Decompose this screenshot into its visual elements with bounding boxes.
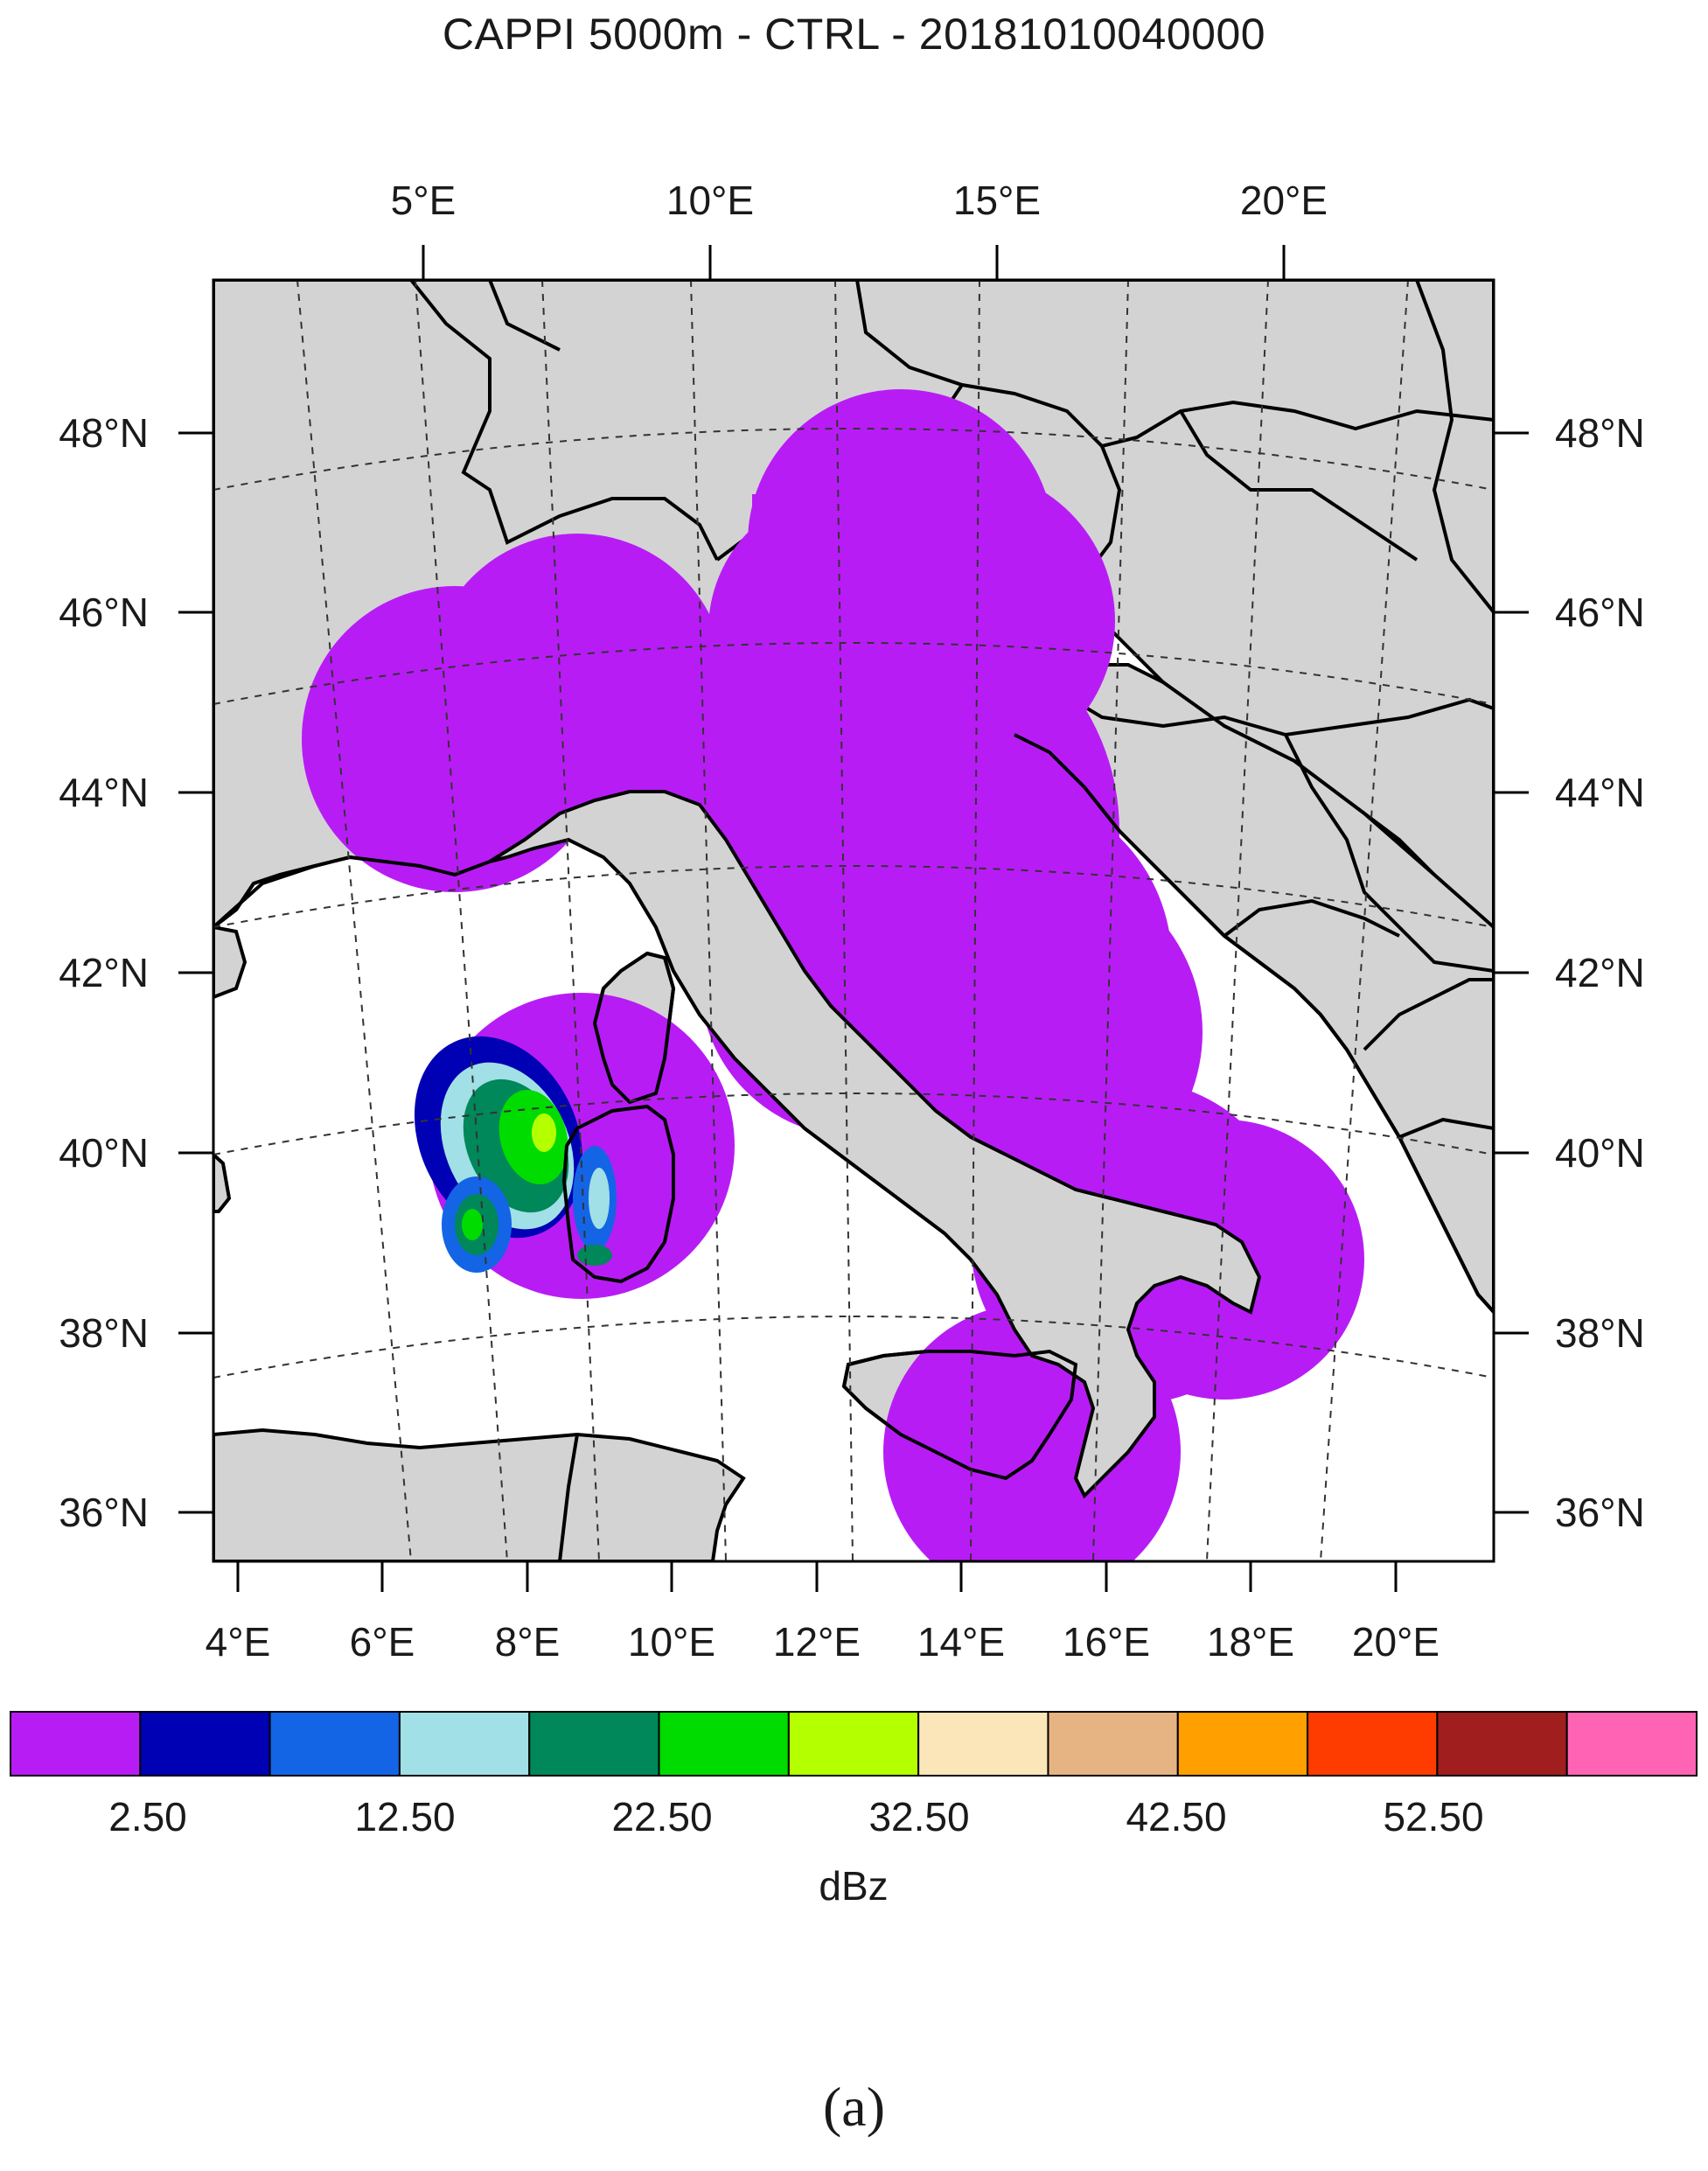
right-lat-label: 42°N xyxy=(1555,950,1645,995)
right-lat-label: 46°N xyxy=(1555,590,1645,635)
top-lon-label: 20°E xyxy=(1240,178,1328,223)
top-lon-label: 10°E xyxy=(666,178,754,223)
bottom-axis xyxy=(236,1561,1398,1592)
left-lat-label: 46°N xyxy=(59,590,149,635)
colorbar-tick-label: 52.50 xyxy=(1383,1794,1483,1839)
right-lat-label: 36°N xyxy=(1555,1490,1645,1535)
map-frame xyxy=(212,278,1495,1563)
coastlines xyxy=(213,733,1494,1497)
figure-label: (a) xyxy=(822,2076,886,2138)
top-lon-label: 5°E xyxy=(391,178,457,223)
colorbar-tick-label: 12.50 xyxy=(354,1794,455,1839)
left-lat-label: 44°N xyxy=(59,770,149,815)
right-lat-label: 40°N xyxy=(1555,1130,1645,1176)
colorbar-swatch xyxy=(139,1711,271,1777)
colorbar-swatch xyxy=(398,1711,531,1777)
colorbar-swatch xyxy=(268,1711,401,1777)
colorbar-swatch xyxy=(1436,1711,1568,1777)
colorbar-swatch xyxy=(528,1711,660,1777)
right-lat-label: 48°N xyxy=(1555,410,1645,456)
colorbar-swatch xyxy=(10,1711,142,1777)
colorbar-swatch xyxy=(1565,1711,1698,1777)
land-west xyxy=(213,925,247,1000)
radar-map: 5°E 10°E 15°E 20°E 4°E 6°E 8°E 10°E 12°E… xyxy=(10,178,1698,1909)
colorbar-swatch xyxy=(1047,1711,1179,1777)
graticule xyxy=(213,280,1494,1561)
right-lat-label: 44°N xyxy=(1555,770,1645,815)
bottom-lon-label: 4°E xyxy=(206,1619,271,1665)
colorbar-swatch xyxy=(787,1711,920,1777)
colorbar-swatch xyxy=(1307,1711,1439,1777)
colorbar-labels: 2.50 12.50 22.50 32.50 42.50 52.50 dBz xyxy=(108,1794,1483,1909)
land-layer xyxy=(213,280,1494,1561)
left-lat-label: 38°N xyxy=(59,1310,149,1356)
lat-ticks xyxy=(178,431,1529,1514)
colorbar-tick-label: 2.50 xyxy=(108,1794,187,1839)
colorbar-swatch xyxy=(917,1711,1049,1777)
left-lat-label: 48°N xyxy=(59,410,149,456)
bottom-lon-label: 8°E xyxy=(495,1619,561,1665)
land-north-africa xyxy=(213,1428,746,1561)
top-axis xyxy=(422,245,1286,280)
left-lat-label: 40°N xyxy=(59,1130,149,1176)
left-lat-label: 36°N xyxy=(59,1490,149,1535)
chart-title: CAPPI 5000m - CTRL - 20181010040000 xyxy=(442,10,1266,59)
right-lat-label: 38°N xyxy=(1555,1310,1645,1356)
colorbar-tick-label: 22.50 xyxy=(611,1794,712,1839)
left-lat-label: 42°N xyxy=(59,950,149,995)
colorbar-tick-label: 32.50 xyxy=(868,1794,969,1839)
bottom-lon-label: 12°E xyxy=(773,1619,861,1665)
colorbar-unit: dBz xyxy=(819,1863,888,1909)
bottom-lon-label: 10°E xyxy=(628,1619,715,1665)
bottom-lon-label: 14°E xyxy=(917,1619,1005,1665)
precip-cell xyxy=(414,1036,617,1273)
colorbar xyxy=(10,1711,1698,1777)
bottom-lon-label: 6°E xyxy=(350,1619,415,1665)
bottom-lon-label: 20°E xyxy=(1352,1619,1440,1665)
bottom-lon-label: 16°E xyxy=(1063,1619,1150,1665)
top-lon-label: 15°E xyxy=(953,178,1041,223)
land-west-2 xyxy=(213,1152,232,1213)
bottom-lon-label: 18°E xyxy=(1207,1619,1294,1665)
colorbar-swatch xyxy=(1176,1711,1309,1777)
colorbar-swatch xyxy=(658,1711,790,1777)
colorbar-tick-label: 42.50 xyxy=(1126,1794,1226,1839)
